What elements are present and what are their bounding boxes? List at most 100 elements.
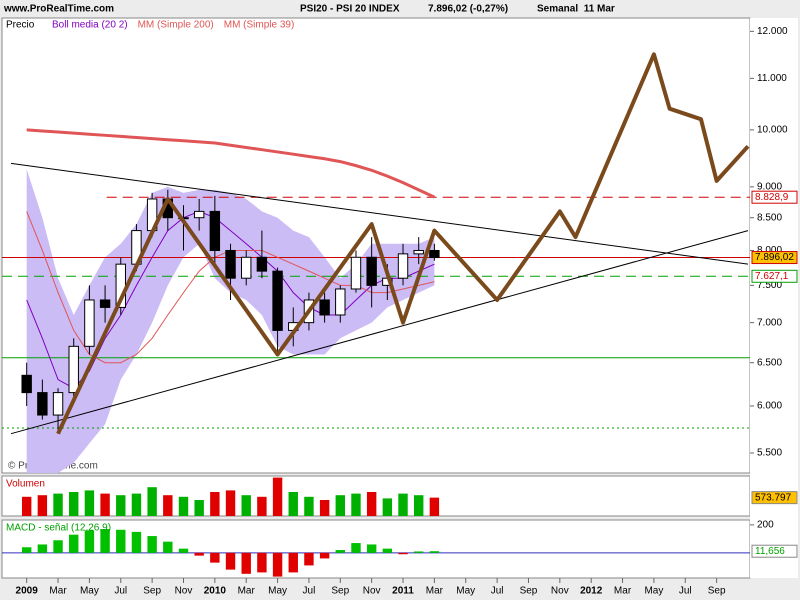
bar — [351, 493, 361, 516]
bar — [257, 552, 267, 573]
bar — [53, 540, 63, 553]
x-tick-label: Jul — [303, 586, 316, 597]
x-tick-label: Nov — [363, 586, 381, 597]
candle-body — [99, 299, 111, 308]
x-tick-label: Jul — [679, 586, 692, 597]
x-tick-label: Nov — [551, 586, 569, 597]
candle-body — [397, 253, 409, 279]
bar — [21, 496, 32, 516]
bar — [210, 552, 220, 563]
x-tick-label: May — [456, 586, 475, 597]
candle-body — [209, 210, 221, 251]
bar — [304, 496, 314, 516]
value-box-label: 573.797 — [755, 492, 792, 503]
bar — [241, 495, 251, 516]
bar — [319, 552, 330, 559]
x-tick-label: Mar — [426, 586, 444, 597]
quote: 7.896,02 (-0,27%) — [428, 4, 508, 15]
candle-body — [241, 256, 252, 279]
bar — [131, 531, 142, 553]
y-tick-label: 7.000 — [757, 317, 782, 328]
panel-label: MACD - señal (12,26,9) — [6, 523, 111, 534]
candle-body — [429, 249, 440, 259]
series-line — [26, 128, 436, 199]
y-tick-label: 200 — [757, 520, 774, 531]
period: Semanal 11 Mar — [537, 4, 615, 15]
bar — [53, 493, 63, 516]
candle-body — [413, 249, 424, 255]
bar — [429, 497, 440, 516]
bar — [382, 498, 393, 516]
bar — [84, 530, 95, 553]
value-box — [751, 491, 798, 505]
candle-body — [68, 345, 79, 394]
x-tick-label: Sep — [143, 586, 161, 597]
candle-body — [256, 256, 268, 272]
bollinger-band — [26, 169, 435, 473]
x-tick-label: 2011 — [392, 586, 414, 597]
bar — [131, 493, 142, 516]
bar — [241, 552, 251, 574]
candle-body — [350, 256, 362, 290]
bar — [163, 541, 173, 553]
bar — [225, 490, 236, 516]
bar — [398, 552, 408, 555]
bar — [288, 492, 298, 516]
x-tick-label: May — [644, 586, 663, 597]
bar — [272, 477, 283, 516]
bar — [413, 551, 424, 553]
bar — [37, 544, 48, 553]
bar — [163, 495, 173, 516]
candle-body — [335, 288, 346, 316]
axis-panel — [750, 18, 798, 578]
x-tick-label: Jul — [491, 586, 504, 597]
bar — [178, 548, 189, 553]
candle-body — [84, 299, 95, 347]
value-box-label: 7.896,02 — [755, 252, 794, 263]
bar — [116, 529, 126, 553]
bar — [210, 492, 220, 516]
bar — [272, 552, 283, 577]
bar — [335, 495, 346, 516]
value-box-label: 11,656 — [755, 546, 785, 557]
bar — [304, 552, 314, 566]
candle-body — [193, 210, 205, 219]
y-tick-label: 6.500 — [757, 357, 782, 368]
trendline — [10, 230, 749, 435]
legend-price: Precio — [6, 20, 35, 31]
value-box-label: 8.828,9 — [755, 192, 789, 203]
bar — [21, 547, 32, 553]
value-box — [751, 190, 798, 204]
y-tick-label: 8.000 — [757, 245, 782, 256]
x-tick-label: May — [268, 586, 287, 597]
y-tick-label: 8.500 — [757, 212, 782, 223]
bar — [351, 543, 361, 553]
y-tick-label: 6.000 — [757, 401, 782, 412]
bar — [147, 536, 157, 553]
bar — [319, 500, 330, 516]
candle-body — [21, 374, 32, 394]
x-tick-label: Sep — [331, 586, 349, 597]
y-tick-label: 10.000 — [757, 125, 788, 136]
value-box — [751, 544, 798, 558]
candle-body — [366, 256, 377, 286]
x-tick-label: 2012 — [580, 586, 603, 597]
candle-body — [272, 270, 283, 331]
y-tick-label: 12.000 — [757, 26, 788, 37]
bar — [288, 552, 298, 573]
bar — [194, 500, 204, 516]
panel-label: Volumen — [6, 479, 45, 490]
candle-body — [52, 392, 64, 416]
title: PSI20 - PSI 20 INDEX — [300, 4, 400, 15]
legend-entry: Boll media (20 2) — [52, 20, 128, 31]
bar — [429, 551, 440, 553]
bar — [366, 544, 377, 553]
y-tick-label: 5.500 — [757, 448, 782, 459]
y-tick-label: 11.000 — [757, 73, 787, 84]
bar — [382, 548, 393, 553]
bar — [225, 552, 236, 570]
x-tick-label: Mar — [49, 586, 67, 597]
candle-body — [37, 392, 48, 416]
